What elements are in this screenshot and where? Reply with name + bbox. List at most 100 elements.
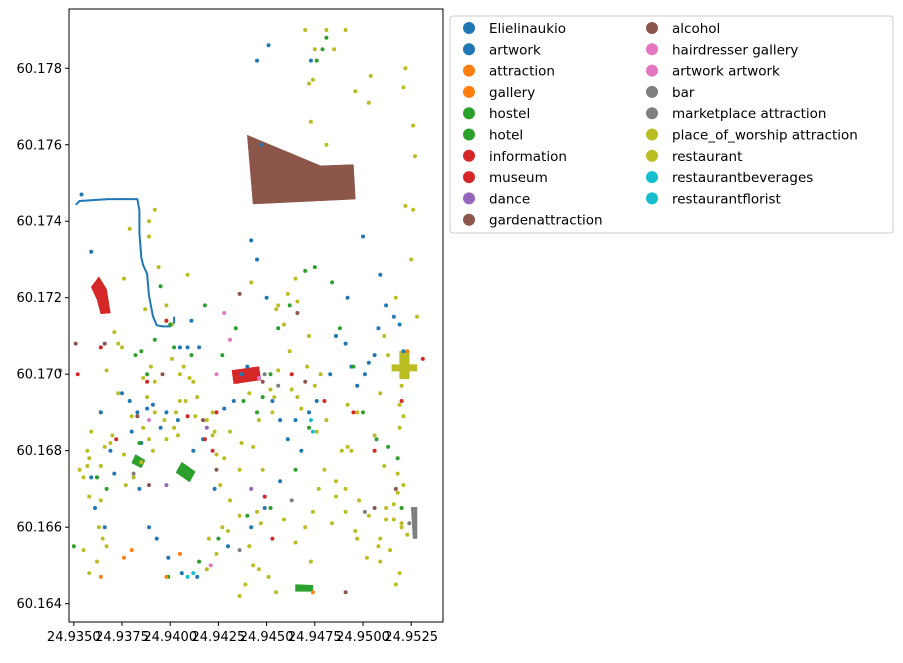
point-restaurant xyxy=(345,402,350,407)
point-restaurant xyxy=(303,525,308,530)
point-restaurant xyxy=(110,433,115,438)
legend-marker xyxy=(646,64,658,77)
legend-label: museum xyxy=(489,170,548,186)
point-restaurant xyxy=(364,555,369,560)
legend-item-alcohol: alcohol xyxy=(646,21,720,37)
point-dance xyxy=(164,483,169,488)
point-restaurant xyxy=(368,73,373,78)
point-gardenattraction xyxy=(160,372,165,377)
point-restaurant xyxy=(295,299,300,304)
point-artwork xyxy=(195,574,200,579)
point-restaurant xyxy=(276,368,281,373)
point-restaurant xyxy=(384,506,389,510)
legend-label: artwork artwork xyxy=(672,64,780,80)
point-hotel xyxy=(293,467,298,472)
polygon-museum-2 xyxy=(231,366,262,385)
point-museum xyxy=(210,448,215,453)
point-dance xyxy=(204,425,209,430)
point-gardenattraction xyxy=(372,506,377,510)
point-hotel xyxy=(324,35,329,40)
point-restaurant xyxy=(345,444,350,449)
point-artwork xyxy=(255,58,259,63)
point-artwork xyxy=(361,234,365,239)
point-gardenattraction xyxy=(135,414,140,419)
point-hotel xyxy=(152,337,157,342)
point-restaurant xyxy=(251,563,256,568)
point-hotel xyxy=(337,326,342,331)
point-hotel xyxy=(330,280,335,285)
point-hotel xyxy=(216,536,221,541)
point-restaurant xyxy=(287,349,292,354)
legend-label: attraction xyxy=(489,64,555,80)
point-hotel xyxy=(133,353,138,358)
point-restaurant xyxy=(384,517,389,522)
point-dance xyxy=(249,486,254,491)
point-restaurant xyxy=(206,536,211,541)
point-restaurantbeverages xyxy=(310,429,315,434)
point-artwork xyxy=(314,399,319,403)
point-museum xyxy=(262,494,267,499)
legend-label: artwork xyxy=(489,42,541,58)
point-restaurant xyxy=(243,582,248,587)
legend-label: restaurantflorist xyxy=(672,191,781,207)
point-restaurant xyxy=(87,571,92,576)
point-hotel xyxy=(172,345,177,350)
legend-label: marketplace attraction xyxy=(672,106,827,122)
point-artwork xyxy=(137,486,142,491)
legend-item-restaurantbeverages: restaurantbeverages xyxy=(646,170,813,186)
point-restaurant xyxy=(177,399,182,403)
x-tick-label: 24.9500 xyxy=(336,630,390,645)
point-bar xyxy=(58,368,63,373)
point-restaurant xyxy=(343,486,348,491)
point-restaurantbeverages xyxy=(185,574,190,579)
point-artwork xyxy=(147,525,151,530)
legend-marker xyxy=(646,43,658,56)
y-tick-label: 60.174 xyxy=(17,215,63,230)
point-bar xyxy=(131,471,136,476)
point-restaurant xyxy=(274,590,279,595)
point-artwork xyxy=(212,486,217,491)
point-restaurant xyxy=(120,345,124,350)
point-artwork xyxy=(362,372,367,377)
point-restaurant xyxy=(104,368,109,373)
point-hotel xyxy=(320,47,325,52)
legend-label: Elielinaukio xyxy=(489,21,566,37)
point-restaurant xyxy=(204,418,209,423)
point-restaurant xyxy=(131,475,136,480)
point-artwork xyxy=(164,410,169,415)
point-artwork xyxy=(127,399,132,403)
points-artwork xyxy=(79,43,406,579)
point-hairdresser-gallery xyxy=(214,372,219,377)
point-bar xyxy=(262,372,267,377)
point-restaurant xyxy=(210,410,215,415)
point-artwork xyxy=(278,479,283,484)
legend-marker xyxy=(463,192,475,205)
points-museum xyxy=(75,318,425,541)
point-restaurant xyxy=(295,395,300,400)
x-tick-label: 24.9475 xyxy=(288,630,342,645)
point-restaurant xyxy=(305,364,310,369)
legend-item-dance: dance xyxy=(463,191,530,207)
point-hotel xyxy=(287,303,292,308)
point-museum xyxy=(351,410,356,415)
legend-marker xyxy=(463,85,475,98)
point-restaurant xyxy=(378,391,383,396)
point-restaurant xyxy=(172,425,177,430)
point-artwork xyxy=(401,349,406,354)
x-tick-label: 24.9450 xyxy=(240,630,294,645)
point-hotel xyxy=(158,284,163,289)
point-restaurant xyxy=(403,368,408,373)
point-restaurant xyxy=(382,334,387,338)
point-restaurant xyxy=(314,429,319,434)
point-restaurant xyxy=(397,402,402,407)
point-hotel xyxy=(220,353,225,358)
point-museum xyxy=(322,399,327,403)
points-restaurant xyxy=(77,28,419,598)
point-hotel xyxy=(71,544,76,549)
point-artwork xyxy=(270,399,275,403)
point-restaurant xyxy=(214,452,219,457)
legend-item-artwork: artwork xyxy=(463,42,541,58)
point-restaurant xyxy=(249,280,254,285)
point-restaurant xyxy=(127,226,132,231)
